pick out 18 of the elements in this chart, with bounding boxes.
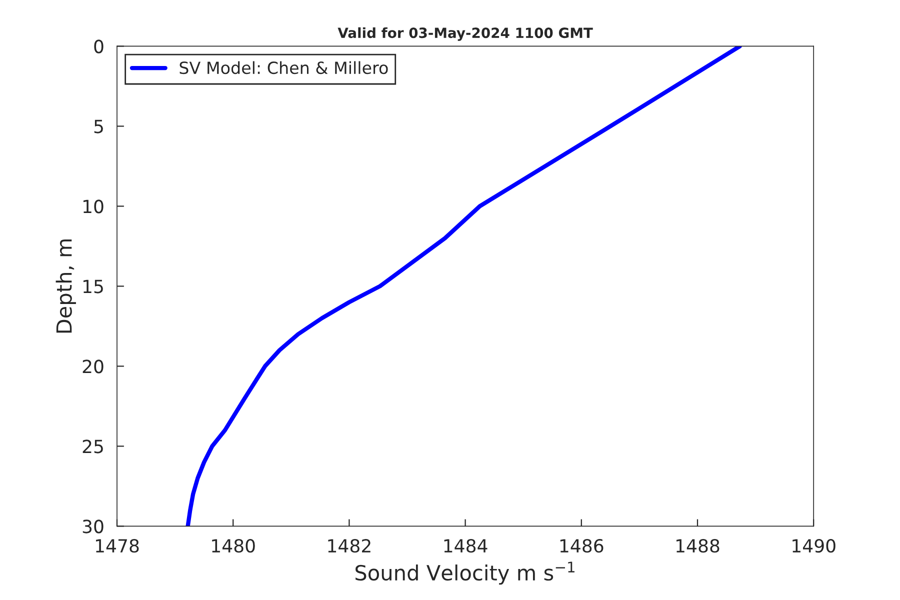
x-tick-label: 1480: [212, 539, 255, 553]
x-tick-label: 1490: [792, 539, 836, 553]
y-tick-label: 0: [94, 40, 104, 54]
x-axis-title: Sound Velocity m s$^{−1}$: [356, 562, 574, 585]
y-axis-title: Depth, m: [56, 239, 76, 333]
y-tick-label: 5: [94, 120, 103, 134]
y-tick-label: 20: [82, 360, 104, 374]
y-tick-label: 10: [84, 200, 104, 214]
x-tick-label: 1482: [328, 539, 370, 553]
x-tick-label: 1488: [676, 539, 720, 553]
y-tick-label: 25: [82, 440, 103, 454]
y-tick-label: 15: [84, 280, 103, 294]
chart-title: Valid for 03-May-2024 1100 GMT: [338, 27, 593, 41]
y-tick-label: 30: [82, 520, 104, 534]
x-tick-label: 1478: [96, 539, 139, 553]
x-tick-label: 1484: [444, 539, 488, 553]
legend-label: SV Model: Chen & Millero: [180, 61, 388, 74]
x-tick-label: 1486: [560, 539, 604, 553]
